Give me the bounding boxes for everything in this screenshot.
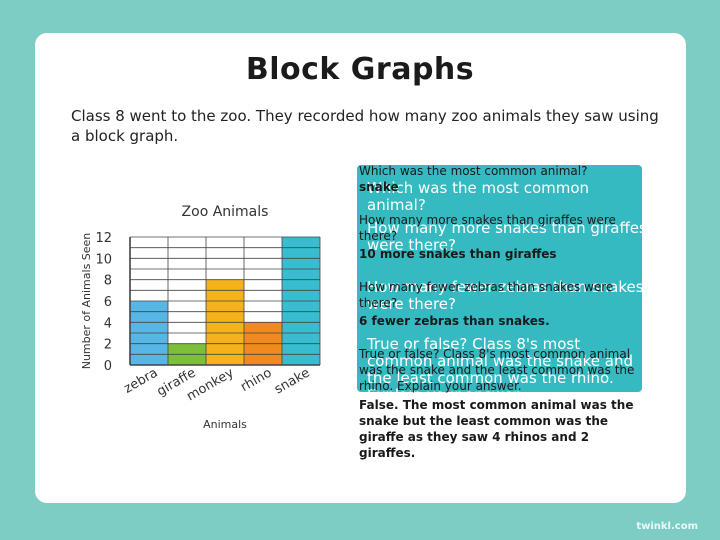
question-4-text: True or false? Class 8's most common ani… <box>359 347 635 393</box>
questions-panel <box>357 165 642 392</box>
question-2-panel-text: How many more snakes than giraffes were … <box>367 219 647 254</box>
y-tick-label: 10 <box>95 252 112 267</box>
y-tick-label: 12 <box>95 231 112 246</box>
y-tick-label: 2 <box>104 338 112 353</box>
question-4-panel-text: True or false? Class 8's most common ani… <box>367 335 634 404</box>
answer-1-text: snake <box>359 180 399 194</box>
y-tick-label: 0 <box>104 359 112 374</box>
y-tick-label: 6 <box>104 295 112 310</box>
answer-2-text: 10 more snakes than giraffes <box>359 247 557 261</box>
x-category-label-rhino: rhino <box>238 365 274 395</box>
question-1-panel-text: Which was the most common animal? <box>367 179 590 214</box>
answer-3-text: 6 fewer zebras than snakes. <box>359 314 550 328</box>
x-category-label-zebra: zebra <box>121 365 160 396</box>
chart-title: Zoo Animals <box>182 204 269 220</box>
page-title: Block Graphs <box>245 52 475 87</box>
x-axis-label: Animals <box>203 418 247 431</box>
y-axis-label: Number of Animals Seen <box>80 233 93 370</box>
intro-text: Class 8 went to the zoo. They recorded h… <box>71 107 659 145</box>
x-category-label-snake: snake <box>272 365 312 397</box>
question-3-panel-text: How many fewer zebras than snakes were t… <box>367 278 644 313</box>
question-3-text: How many fewer zebras than snakes were t… <box>359 280 614 310</box>
question-1-text: Which was the most common animal? <box>359 164 588 178</box>
brand-logo-text: twinkl.com <box>636 521 698 532</box>
y-tick-label: 8 <box>104 274 112 289</box>
answer-4-text: False. The most common animal was the sn… <box>359 398 634 460</box>
y-tick-label: 4 <box>104 316 112 331</box>
question-2-text: How many more snakes than giraffes were … <box>359 213 616 243</box>
